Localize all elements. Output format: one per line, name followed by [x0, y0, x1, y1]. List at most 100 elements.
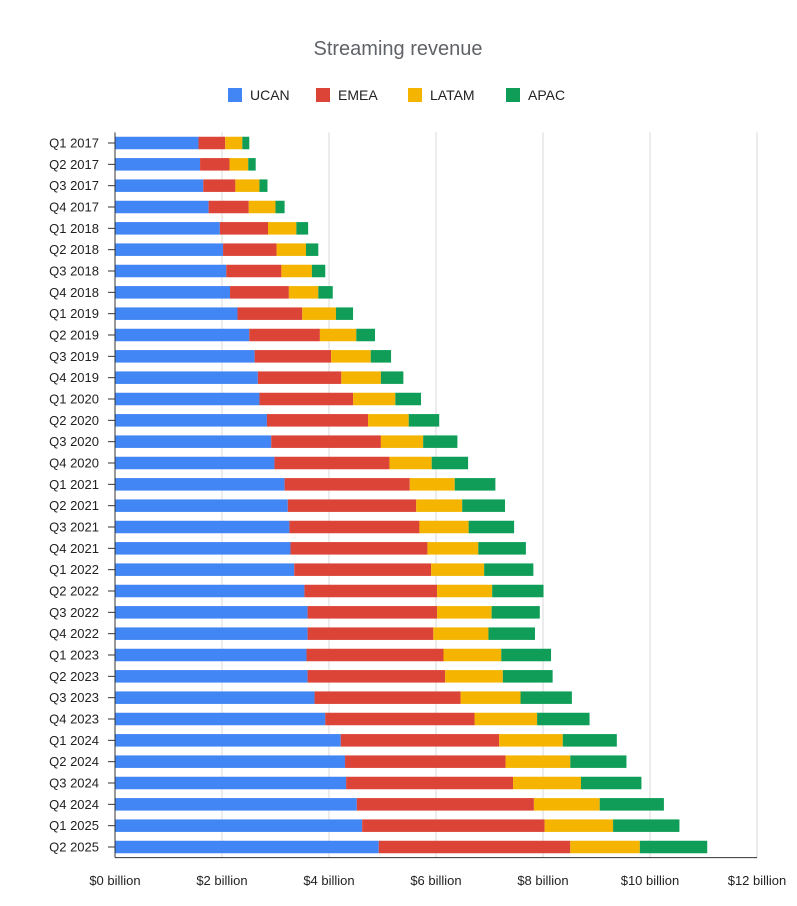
bar-segment-ucan [115, 371, 258, 384]
legend-swatch-latam [408, 88, 422, 102]
bar-segment-latam [445, 670, 503, 683]
bar-segment-latam [225, 136, 243, 150]
bar-segment-apac [275, 200, 285, 214]
y-tick-label: Q4 2017 [49, 200, 99, 215]
y-tick-label: Q3 2021 [49, 520, 99, 535]
bar-segment-emea [257, 371, 342, 384]
bar-segment-emea [254, 350, 332, 363]
bar-segment-apac [502, 670, 553, 683]
bar-segment-apac [395, 392, 422, 406]
bar-segment-emea [284, 478, 410, 491]
bar-segment-ucan [115, 691, 315, 704]
y-tick-label: Q2 2019 [49, 328, 99, 343]
bar-segment-ucan [115, 499, 288, 512]
bar-segment-emea [290, 542, 428, 555]
y-tick-label: Q3 2024 [49, 776, 99, 791]
bar-segment-ucan [115, 456, 275, 470]
bar-segment-ucan [115, 819, 363, 832]
bar-segment-emea [249, 328, 320, 342]
x-tick-label: $0 billion [89, 873, 140, 888]
bar-segment-ucan [115, 606, 308, 619]
bar-segment-ucan [115, 350, 255, 363]
y-tick-label: Q2 2023 [49, 669, 99, 684]
bar-segment-apac [242, 136, 250, 150]
y-tick-label: Q2 2022 [49, 584, 99, 599]
y-tick-label: Q1 2020 [49, 392, 99, 407]
bar-segment-emea [208, 200, 249, 214]
y-axis-labels: Q1 2017 Q2 2017 Q3 2017 Q4 2017 Q1 2018 Q2 20… [49, 136, 115, 855]
legend-swatch-ucan [228, 88, 242, 102]
bar-segment-apac [370, 350, 392, 363]
bar-segment-ucan [115, 734, 341, 747]
bar-segment-emea [314, 691, 461, 704]
bar-segment-ucan [115, 627, 308, 640]
bar-segment-latam [505, 755, 571, 768]
y-tick-label: Q1 2023 [49, 648, 99, 663]
bar-segment-apac [305, 243, 319, 256]
x-tick-label: $10 billion [621, 873, 680, 888]
y-tick-label: Q1 2021 [49, 477, 99, 492]
bar-segment-latam [433, 627, 489, 640]
bar-segment-apac [259, 179, 268, 192]
bar-segment-ucan [115, 670, 308, 683]
bar-segment-emea [307, 670, 446, 683]
chart-title: Streaming revenue [314, 38, 483, 60]
y-tick-label: Q2 2024 [49, 754, 99, 769]
x-axis-labels: $0 billion $2 billion $4 billion $6 billion… [89, 873, 786, 888]
bar-segment-emea [289, 520, 420, 534]
bar-segment-latam [389, 456, 432, 470]
bar-segment-latam [276, 243, 306, 256]
bar-segment-emea [325, 712, 475, 726]
y-tick-label: Q1 2017 [49, 136, 99, 151]
bar-segment-apac [380, 371, 404, 384]
bar-segment-apac [599, 798, 664, 811]
bar-segment-latam [570, 840, 640, 854]
bar-segment-apac [580, 776, 642, 790]
bar-segment-apac [356, 328, 376, 342]
bar-segment-ucan [115, 584, 305, 598]
bar-segment-ucan [115, 200, 209, 214]
bar-segment-emea [237, 307, 303, 320]
bar-segment-apac [431, 456, 469, 470]
bar-segment-latam [533, 798, 600, 811]
x-tick-label: $6 billion [410, 873, 461, 888]
bar-segment-ucan [115, 286, 231, 299]
bar-segment-latam [499, 734, 563, 747]
bar-segment-emea [259, 392, 354, 406]
y-tick-label: Q1 2024 [49, 733, 99, 748]
bar-segment-latam [288, 286, 319, 299]
bar-segment-emea [200, 158, 230, 171]
y-tick-label: Q2 2017 [49, 157, 99, 172]
y-tick-label: Q4 2024 [49, 797, 99, 812]
axes [114, 132, 757, 859]
y-tick-label: Q2 2025 [49, 840, 99, 855]
y-tick-label: Q4 2018 [49, 285, 99, 300]
bar-segment-ucan [115, 136, 199, 150]
bar-segment-emea [294, 563, 432, 576]
bar-segment-ucan [115, 328, 250, 342]
bar-segment-latam [268, 222, 297, 235]
bar-segment-apac [423, 435, 458, 448]
bar-segment-emea [287, 499, 417, 512]
bar-segment-emea [271, 435, 381, 448]
bar-segment-apac [318, 286, 333, 299]
bar-segment-latam [437, 606, 492, 619]
bar-segment-apac [468, 520, 515, 534]
bar-segment-latam [229, 158, 249, 171]
bar-segment-apac [408, 414, 440, 427]
bar-segment-apac [248, 158, 256, 171]
y-tick-label: Q4 2022 [49, 626, 99, 641]
y-tick-label: Q4 2020 [49, 456, 99, 471]
bar-segment-emea [362, 819, 545, 832]
bar-segment-apac [537, 712, 590, 726]
bar-segment-ucan [115, 648, 307, 662]
bar-segment-ucan [115, 478, 285, 491]
bar-segment-emea [340, 734, 500, 747]
bar-segment-ucan [115, 520, 290, 534]
bar-segment-apac [520, 691, 572, 704]
bar-segment-apac [478, 542, 526, 555]
bar-segment-ucan [115, 222, 220, 235]
bar-segment-latam [544, 819, 614, 832]
